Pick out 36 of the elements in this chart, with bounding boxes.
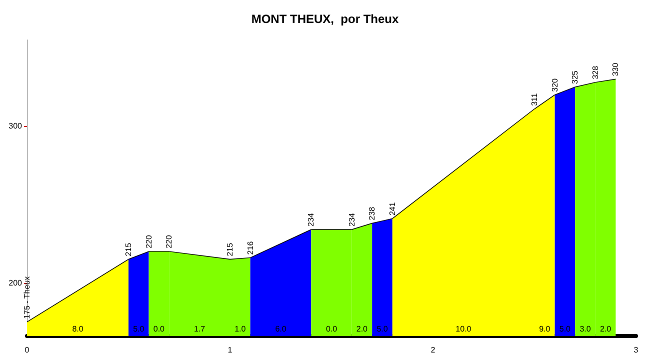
data-label: 320 [550,78,560,92]
data-label: 220 [144,234,154,248]
data-label: 234 [306,212,316,227]
annotation: 1.0 [234,324,246,334]
data-label: 325 [570,70,580,84]
data-label: 215 [124,242,133,256]
data-label: 238 [368,206,377,220]
x-tick-label: 3 [634,346,639,354]
x-tick-label: 1 [228,346,233,354]
y-tick-label: 300 [8,122,23,131]
y-tick-label: 200 [8,278,23,288]
data-label: 216 [246,240,255,255]
x-tick-label: 0 [24,346,30,354]
annotation: 2.0 [600,324,612,334]
annotation: 8.0 [72,324,84,334]
data-label: 175 - Theux [22,276,32,319]
annotation: 3.0 [580,324,592,334]
data-label: 328 [590,65,600,80]
annotation: 6.0 [275,324,287,334]
annotation: 2.0 [356,324,368,334]
annotation: 10.0 [456,324,472,334]
annotation: 5.0 [133,324,145,334]
annotation: 1.7 [194,324,206,334]
data-label: 220 [164,234,174,248]
data-label: 330 [611,62,620,76]
data-label: 241 [388,202,397,216]
x-tick-label: 2 [430,346,436,354]
annotation: 0.0 [326,324,338,334]
annotation: 5.0 [376,324,388,334]
data-label: 234 [347,212,356,227]
annotation: 5.0 [559,324,572,334]
data-label: 215 [226,242,234,256]
chart-title: MONT THEUX, por Theux [251,12,399,26]
data-label: 311 [530,92,539,106]
annotation: 0.0 [153,324,166,334]
annotation: 9.0 [539,324,551,334]
